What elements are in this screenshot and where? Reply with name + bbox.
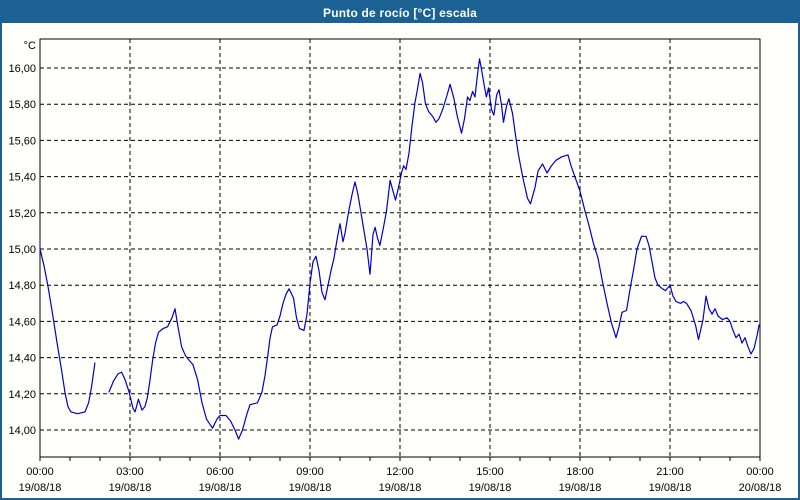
x-tick-time-label: 03:00: [116, 466, 144, 478]
x-tick-date-label: 19/08/18: [19, 482, 62, 494]
y-unit-label: °C: [24, 40, 36, 52]
y-tick-label: 16,00: [8, 63, 36, 75]
y-tick-label: 15,80: [8, 99, 36, 111]
y-tick-label: 14,20: [8, 389, 36, 401]
chart-title: Punto de rocío [°C] escala: [322, 5, 478, 20]
x-tick-date-label: 19/08/18: [109, 482, 152, 494]
x-tick-date-label: 19/08/18: [289, 482, 332, 494]
x-tick-date-label: 19/08/18: [379, 482, 422, 494]
x-tick-date-label: 20/08/18: [739, 482, 782, 494]
x-tick-time-label: 15:00: [476, 466, 504, 478]
plot-border: [39, 38, 761, 458]
x-tick-time-label: 06:00: [206, 466, 234, 478]
x-tick-time-label: 09:00: [296, 466, 324, 478]
y-tick-label: 14,40: [8, 353, 36, 365]
y-tick-label: 14,80: [8, 280, 36, 292]
x-tick-time-label: 12:00: [386, 466, 414, 478]
y-tick-label: 15,40: [8, 172, 36, 184]
x-tick-time-label: 21:00: [656, 466, 684, 478]
y-tick-label: 15,60: [8, 135, 36, 147]
x-tick-time-label: 00:00: [746, 466, 774, 478]
y-tick-label: 14,60: [8, 316, 36, 328]
x-tick-date-label: 19/08/18: [649, 482, 692, 494]
y-tick-label: 14,00: [8, 425, 36, 437]
chart-area: 16,00 15,80 15,60 15,40 15,20 15,00 14,80 14,60…: [2, 23, 798, 498]
y-tick-label: 15,00: [8, 244, 36, 256]
series-line: [39, 58, 760, 440]
chart-svg: 16,00 15,80 15,60 15,40 15,20 15,00 14,80 14,60…: [8, 38, 782, 494]
x-tick-time-label: 00:00: [26, 466, 54, 478]
x-tick-date-label: 19/08/18: [559, 482, 602, 494]
y-tick-label: 15,20: [8, 208, 36, 220]
x-tick-date-label: 19/08/18: [199, 482, 242, 494]
x-tick-date-label: 19/08/18: [469, 482, 512, 494]
x-tick-time-label: 18:00: [566, 466, 594, 478]
title-bar: Punto de rocío [°C] escala: [2, 2, 798, 23]
